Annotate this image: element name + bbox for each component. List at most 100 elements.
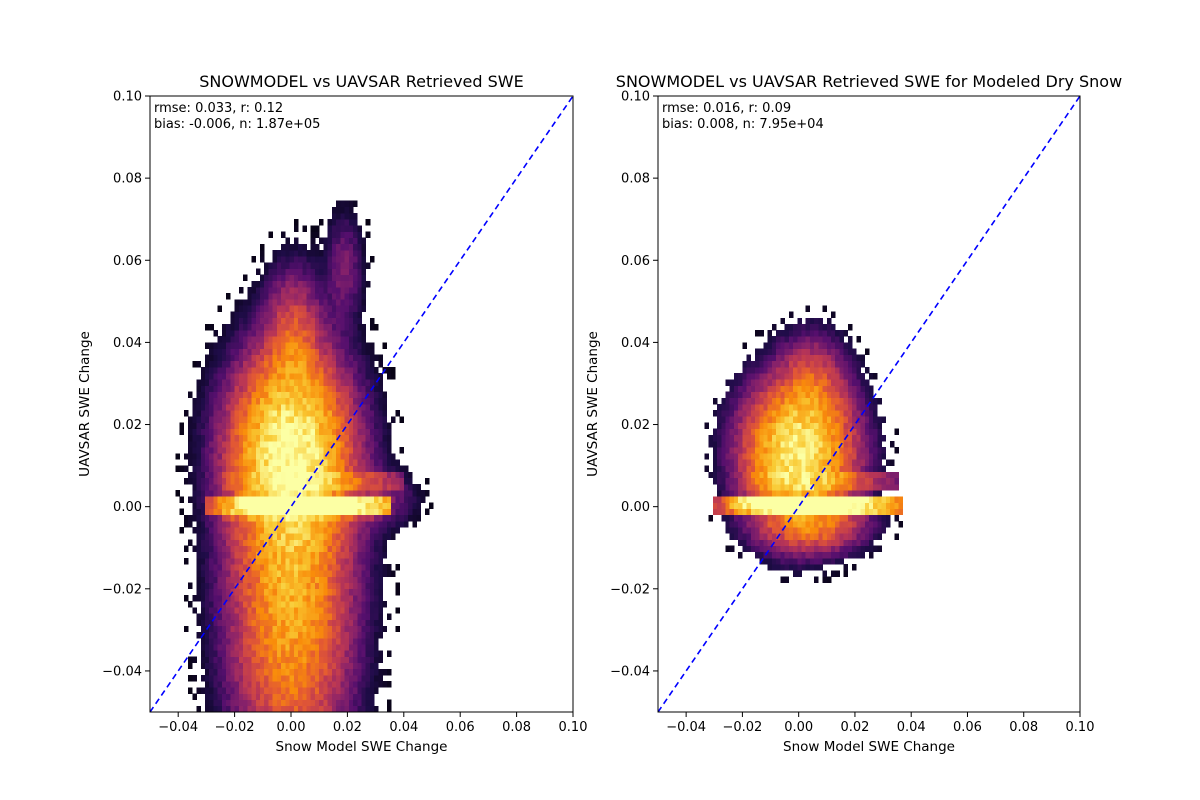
- histogram-cell: [255, 367, 261, 374]
- histogram-cell: [847, 471, 853, 479]
- histogram-cell: [725, 428, 731, 436]
- histogram-cell: [835, 551, 840, 559]
- histogram-cell: [306, 576, 312, 583]
- histogram-cell: [310, 533, 316, 540]
- histogram-cell: [268, 594, 273, 602]
- histogram-cell: [302, 311, 307, 319]
- histogram-cell: [717, 410, 722, 417]
- histogram-cell: [259, 410, 265, 417]
- histogram-cell: [369, 644, 375, 651]
- histogram-cell: [298, 360, 303, 368]
- plot-frame: [149, 95, 574, 713]
- histogram-cell: [302, 594, 307, 602]
- histogram-cell: [217, 527, 223, 534]
- histogram-cell: [310, 299, 316, 306]
- histogram-cell: [843, 367, 849, 374]
- histogram-cell: [200, 508, 206, 516]
- histogram-cell: [230, 385, 235, 392]
- histogram-cell: [814, 576, 819, 583]
- histogram-cell: [353, 397, 358, 405]
- histogram-cell: [784, 428, 790, 436]
- histogram-cell: [230, 367, 235, 374]
- histogram-cell: [344, 416, 350, 423]
- histogram-cell: [361, 693, 367, 700]
- histogram-cell: [196, 619, 202, 627]
- histogram-cell: [776, 336, 781, 343]
- histogram-cell: [230, 668, 235, 676]
- histogram-cell: [814, 391, 819, 399]
- histogram-cell: [826, 317, 832, 325]
- histogram-cell: [209, 490, 214, 497]
- histogram-cell: [264, 675, 269, 682]
- histogram-cell: [336, 206, 341, 214]
- histogram-cell: [869, 521, 874, 528]
- histogram-cell: [310, 638, 316, 645]
- histogram-cell: [268, 570, 273, 577]
- histogram-cell: [348, 379, 354, 386]
- histogram-cell: [382, 471, 388, 479]
- histogram-cell: [847, 434, 853, 442]
- histogram-cell: [298, 453, 303, 460]
- histogram-cell: [771, 410, 777, 417]
- histogram-cell: [412, 502, 417, 510]
- histogram-cell: [353, 582, 358, 590]
- histogram-cell: [814, 539, 819, 546]
- histogram-cell: [238, 638, 244, 645]
- histogram-cell: [348, 508, 354, 516]
- histogram-cell: [759, 496, 764, 503]
- histogram-cell: [310, 607, 316, 614]
- histogram-cell: [293, 360, 299, 368]
- histogram-cell: [234, 514, 240, 522]
- histogram-cell: [357, 693, 362, 700]
- histogram-cell: [209, 453, 214, 460]
- histogram-cell: [293, 243, 299, 251]
- histogram-cell: [357, 601, 362, 608]
- histogram-cell: [298, 330, 303, 337]
- histogram-cell: [712, 471, 718, 479]
- histogram-cell: [209, 601, 214, 608]
- histogram-cell: [319, 508, 324, 516]
- histogram-cell: [264, 404, 269, 411]
- histogram-cell: [801, 551, 806, 559]
- histogram-cell: [353, 225, 358, 232]
- histogram-cell: [353, 471, 358, 479]
- histogram-cell: [759, 453, 764, 460]
- histogram-cell: [289, 514, 295, 522]
- histogram-cell: [797, 521, 802, 528]
- histogram-cell: [255, 675, 261, 682]
- histogram-cell: [818, 323, 823, 331]
- histogram-cell: [259, 367, 265, 374]
- histogram-cell: [281, 256, 286, 263]
- histogram-cell: [238, 668, 244, 676]
- histogram-cell: [247, 687, 252, 694]
- histogram-cell: [281, 373, 286, 380]
- histogram-cell: [801, 360, 806, 368]
- histogram-cell: [310, 465, 316, 473]
- histogram-cell: [416, 490, 422, 497]
- histogram-cell: [221, 416, 227, 423]
- histogram-cell: [259, 490, 265, 497]
- histogram-cell: [738, 533, 743, 540]
- histogram-cell: [344, 594, 350, 602]
- histogram-cell: [298, 539, 303, 546]
- histogram-cell: [797, 551, 802, 559]
- histogram-cell: [230, 699, 235, 707]
- histogram-cell: [801, 496, 806, 503]
- histogram-cell: [221, 662, 227, 670]
- histogram-cell: [336, 607, 341, 614]
- histogram-cell: [336, 471, 341, 479]
- histogram-cell: [302, 465, 307, 473]
- histogram-cell: [226, 570, 231, 577]
- histogram-cell: [369, 440, 375, 448]
- histogram-cell: [348, 213, 354, 220]
- histogram-cell: [243, 379, 248, 386]
- histogram-cell: [353, 668, 358, 676]
- histogram-cell: [259, 631, 265, 639]
- histogram-cell: [200, 601, 206, 608]
- histogram-cell: [268, 508, 273, 516]
- histogram-cell: [852, 367, 857, 374]
- histogram-cell: [259, 558, 265, 565]
- histogram-cell: [255, 336, 261, 343]
- histogram-cell: [251, 330, 257, 337]
- histogram-cell: [192, 514, 197, 522]
